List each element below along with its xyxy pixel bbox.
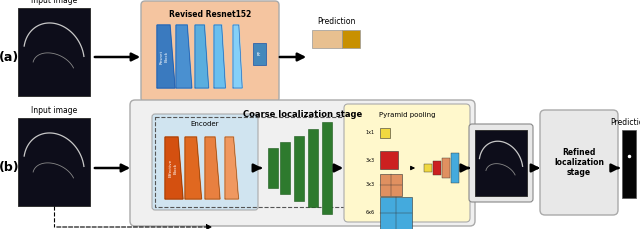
Text: Coarse localization stage: Coarse localization stage [243, 110, 362, 119]
Bar [18, 118, 90, 206]
Bar [433, 161, 441, 175]
FancyBboxPatch shape [141, 1, 279, 102]
Polygon shape [195, 25, 209, 88]
Text: Encoder: Encoder [191, 121, 220, 127]
Polygon shape [214, 25, 225, 88]
Bar [442, 158, 450, 178]
Bar [451, 153, 459, 183]
Text: Refined
localization
stage: Refined localization stage [554, 148, 604, 177]
Text: Resnet
Block: Resnet Block [160, 49, 168, 64]
Bar [380, 174, 402, 196]
Text: Effective
Block: Effective Block [169, 159, 177, 177]
Text: 3x3: 3x3 [365, 158, 374, 163]
Text: Prediction: Prediction [610, 118, 640, 127]
Bar [253, 43, 266, 65]
Bar [312, 30, 342, 48]
Bar [424, 164, 432, 172]
Bar [622, 130, 636, 198]
Bar [380, 197, 412, 229]
Bar [342, 30, 360, 48]
FancyBboxPatch shape [130, 100, 475, 226]
Bar [268, 148, 278, 188]
Bar [475, 130, 527, 196]
Bar [380, 151, 398, 169]
FancyBboxPatch shape [469, 124, 533, 202]
FancyBboxPatch shape [344, 104, 470, 222]
Text: fc: fc [257, 52, 262, 57]
Text: (a): (a) [0, 51, 19, 63]
Text: 1x1: 1x1 [365, 131, 374, 136]
Text: 3x3: 3x3 [365, 183, 374, 188]
Bar [308, 129, 318, 207]
Bar [380, 128, 390, 138]
Text: Pyramid pooling: Pyramid pooling [379, 112, 435, 118]
Bar [280, 142, 290, 194]
Polygon shape [176, 25, 192, 88]
Text: Input image: Input image [31, 0, 77, 5]
Text: (b): (b) [0, 161, 19, 174]
FancyBboxPatch shape [152, 114, 258, 210]
Polygon shape [233, 25, 242, 88]
Polygon shape [157, 25, 175, 88]
Text: Input image: Input image [31, 106, 77, 115]
Text: 6x6: 6x6 [365, 210, 374, 215]
Bar [322, 122, 332, 214]
Text: Prediction: Prediction [317, 17, 355, 26]
Polygon shape [165, 137, 183, 199]
Polygon shape [185, 137, 202, 199]
Text: Revised Resnet152: Revised Resnet152 [169, 10, 251, 19]
Bar [155, 117, 355, 207]
Bar [294, 136, 304, 201]
Polygon shape [205, 137, 220, 199]
Bar [18, 8, 90, 96]
FancyBboxPatch shape [540, 110, 618, 215]
Polygon shape [225, 137, 239, 199]
